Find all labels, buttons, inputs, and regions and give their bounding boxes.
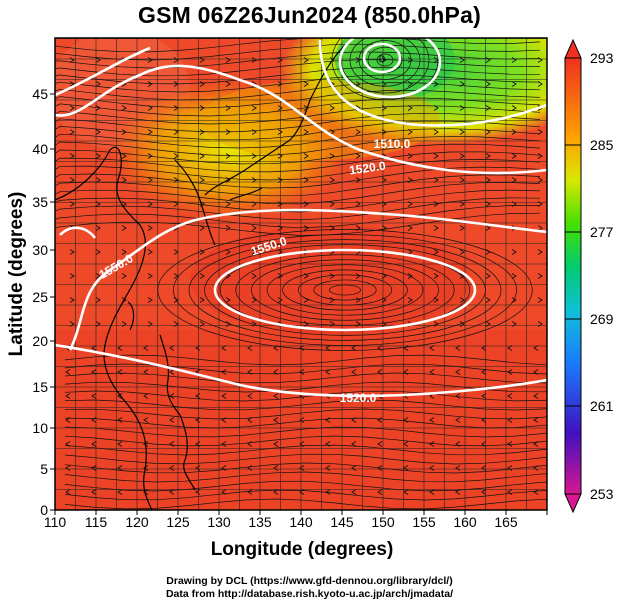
contour-label: 1520.0	[348, 159, 387, 178]
x-tick-label: 125	[166, 514, 190, 530]
x-tick-label: 155	[412, 514, 436, 530]
y-tick-label: 5	[40, 461, 48, 477]
x-tick-label: 115	[85, 514, 108, 530]
colorbar: 293 285 277 269 261 253	[564, 38, 614, 514]
y-tick-label: 10	[32, 420, 48, 436]
colorbar-label: 261	[590, 398, 614, 414]
credit-line-data: Data from http://database.rish.kyoto-u.a…	[165, 588, 454, 600]
lat-lon-grid	[55, 38, 547, 510]
x-tick-label: 120	[125, 514, 149, 530]
colorbar-top-arrow	[564, 38, 582, 59]
x-tick-label: 110	[44, 514, 67, 530]
contour-lines	[55, 38, 547, 398]
wind-streamlines	[55, 38, 547, 510]
x-tick-label: 145	[330, 514, 354, 530]
colorbar-label: 269	[590, 311, 614, 327]
y-tick-label: 25	[32, 289, 48, 305]
x-tick-label: 135	[248, 514, 272, 530]
x-tick-label: 160	[453, 514, 477, 530]
axis-ticks	[50, 93, 548, 515]
y-tick-label: 0	[40, 502, 48, 518]
y-axis-title: Latitude (degrees)	[6, 192, 27, 357]
x-tick-label: 150	[371, 514, 395, 530]
y-tick-label: 45	[32, 86, 48, 102]
colorbar-bottom-arrow	[564, 493, 582, 514]
y-tick-label: 40	[32, 141, 48, 157]
colorbar-gradient	[564, 57, 582, 495]
x-tick-label: 165	[494, 514, 518, 530]
credits: Drawing by DCL (https://www.gfd-dennou.o…	[0, 575, 619, 601]
y-tick-label: 20	[32, 333, 48, 349]
x-tick-label: 130	[207, 514, 231, 530]
x-tick-label: 140	[289, 514, 313, 530]
contour-label: 1520.0	[340, 391, 377, 405]
colorbar-label: 285	[590, 137, 614, 153]
y-tick-label: 35	[32, 194, 48, 210]
y-tick-label: 30	[32, 242, 48, 258]
low-pressure-marker: D	[379, 54, 386, 64]
colorbar-label: 253	[590, 486, 614, 502]
y-tick-label: 15	[32, 379, 48, 395]
chart-title: GSM 06Z26Jun2024 (850.0hPa)	[138, 2, 481, 28]
x-axis-title: Longitude (degrees)	[211, 539, 394, 560]
contour-label: 1510.0	[374, 137, 411, 151]
credit-line-drawing: Drawing by DCL (https://www.gfd-dennou.o…	[166, 575, 453, 587]
y-tick-labels: 0 5 10 15 20 25 30 35 40 45	[32, 86, 48, 518]
x-tick-labels: 110 115 120 125 130 135 140 145 150 155 …	[44, 514, 518, 530]
colorbar-label: 293	[590, 50, 614, 66]
colorbar-label: 277	[590, 224, 614, 240]
